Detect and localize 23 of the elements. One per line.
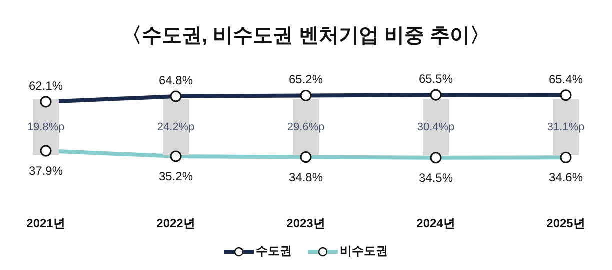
x-tick-label: 2022년 <box>156 216 196 231</box>
annotation: 24.2%p <box>157 122 195 134</box>
data-label: 65.4% <box>548 72 584 86</box>
data-label: 65.2% <box>288 72 324 87</box>
legend-label: 비수도권 <box>340 243 388 260</box>
annotation: 31.1%p <box>547 122 585 134</box>
annotation: 29.6%p <box>287 122 325 134</box>
data-label: 64.8% <box>158 74 194 88</box>
data-label: 65.5% <box>418 72 454 86</box>
data-label: 62.1% <box>28 78 64 93</box>
x-tick-label: 2025년 <box>546 216 586 231</box>
annotation: 19.8%p <box>27 122 65 134</box>
x-tick-label: 2023년 <box>286 216 326 231</box>
data-label: 34.5% <box>418 170 454 185</box>
chart-title: 〈수도권, 비수도권 벤처기업 비중 추이〉 <box>121 24 491 49</box>
annotation: 30.4%p <box>417 122 455 134</box>
x-tick-label: 2021년 <box>26 216 66 231</box>
legend-label: 수도권 <box>256 243 292 260</box>
data-label: 35.2% <box>158 169 194 184</box>
data-label: 34.6% <box>548 170 584 185</box>
data-label: 37.9% <box>28 164 64 178</box>
x-tick-label: 2024년 <box>416 216 456 231</box>
data-label: 34.8% <box>288 170 324 184</box>
